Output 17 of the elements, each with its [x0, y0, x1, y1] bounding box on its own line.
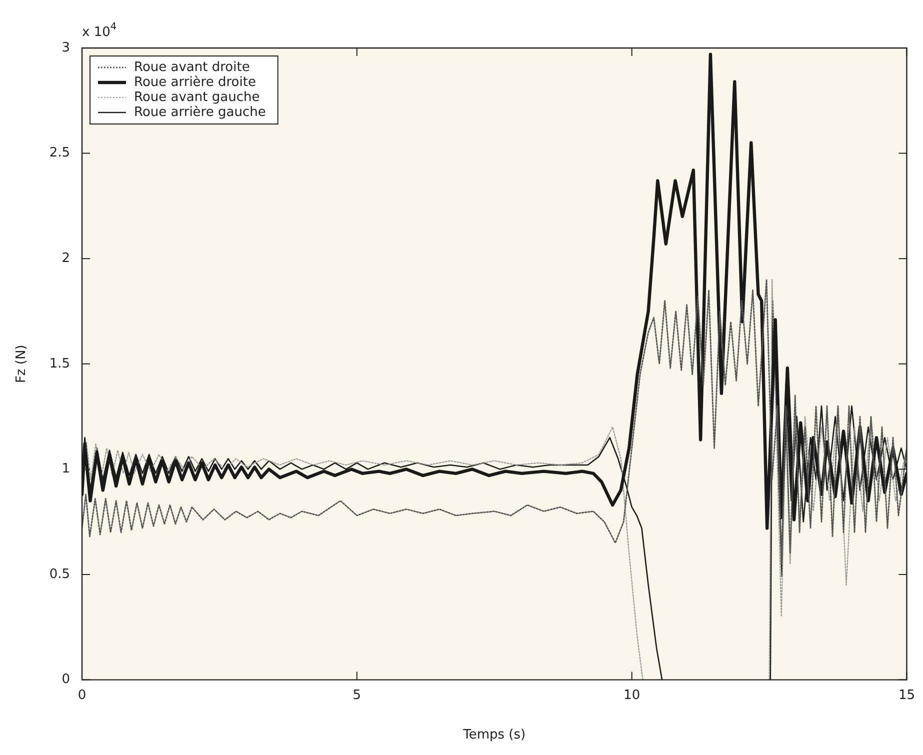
x-tick-label: 0 [78, 688, 86, 703]
y-tick-label: 1.5 [49, 356, 70, 372]
legend-label: Roue arrière droite [134, 74, 256, 90]
x-tick-label: 10 [624, 688, 640, 703]
y-axis-title: Fz (N) [14, 344, 30, 384]
y-tick-label: 2 [62, 250, 70, 266]
legend-label: Roue arrière gauche [134, 104, 266, 120]
x-tick-label: 15 [898, 688, 915, 703]
y-tick-label: 2.5 [49, 146, 70, 161]
y-tick-label: 1 [62, 462, 70, 477]
legend-label: Roue avant droite [134, 60, 250, 75]
y-tick-label: 0.5 [49, 566, 70, 582]
x-axis-title: Temps (s) [462, 728, 526, 743]
y-tick-label: 0 [62, 672, 70, 688]
x-tick-label: 5 [352, 688, 362, 703]
y-tick-label: 3 [62, 40, 70, 56]
legend-label: Roue avant gauche [134, 90, 260, 105]
